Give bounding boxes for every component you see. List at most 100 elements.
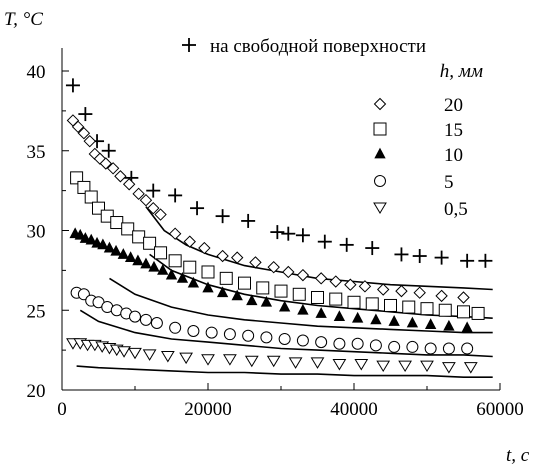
data-point [246, 294, 258, 306]
data-point [83, 134, 96, 148]
data-point [344, 278, 357, 291]
data-point [198, 241, 211, 255]
legend-label: 5 [444, 172, 454, 193]
data-points [65, 78, 493, 374]
data-point [260, 295, 273, 307]
data-point [478, 253, 493, 268]
data-point [249, 256, 262, 269]
data-point [315, 336, 328, 349]
data-point [354, 358, 369, 371]
data-point [99, 157, 113, 170]
data-point [97, 238, 109, 250]
x-tick-label: 20000 [184, 399, 232, 420]
data-point [333, 310, 346, 322]
data-point [74, 228, 86, 240]
data-point [311, 290, 324, 304]
data-point [420, 302, 434, 316]
data-point [139, 193, 153, 207]
data-point [406, 316, 419, 328]
y-tick-label: 20 [27, 381, 46, 402]
data-point [157, 264, 169, 275]
data-point [388, 340, 401, 353]
data-point [282, 265, 295, 279]
data-point [77, 126, 91, 140]
data-point [461, 321, 473, 333]
data-point [394, 247, 409, 262]
data-point [176, 271, 189, 283]
data-point [398, 360, 412, 373]
data-point [358, 280, 372, 293]
legend-item: 5 [374, 172, 454, 193]
data-point [315, 307, 327, 318]
data-point [370, 313, 382, 325]
data-point [317, 234, 332, 249]
data-point [103, 241, 116, 253]
data-point [150, 317, 163, 330]
series-1 [65, 78, 493, 268]
y-tick-label: 30 [27, 222, 46, 243]
y-tick-label: 25 [27, 301, 46, 322]
data-point [365, 241, 380, 256]
legend-label: на свободной поверхности [210, 36, 426, 57]
data-point [424, 342, 437, 355]
data-point [435, 289, 448, 303]
data-point [223, 328, 236, 341]
data-point [201, 265, 215, 279]
data-point [143, 236, 157, 250]
data-point [205, 326, 218, 339]
data-point [471, 306, 485, 320]
data-point [274, 284, 288, 298]
data-point [329, 275, 342, 288]
data-point [376, 360, 391, 373]
data-point [295, 228, 310, 243]
data-point [202, 281, 214, 293]
legend-item: 15 [373, 120, 463, 141]
y-tick-label: 35 [27, 142, 46, 163]
data-point [140, 257, 152, 269]
data-point [215, 209, 230, 224]
data-point [77, 180, 91, 194]
data-point [230, 251, 244, 264]
data-point [117, 346, 131, 358]
legend-label: 20 [444, 95, 463, 116]
data-point [216, 286, 229, 298]
data-point [424, 318, 437, 330]
data-point [78, 107, 93, 122]
data-point [154, 208, 167, 221]
data-point [278, 332, 291, 345]
data-point [339, 237, 354, 252]
data-point [139, 313, 152, 326]
data-point [122, 178, 136, 191]
data-point [187, 276, 200, 288]
data-point [154, 246, 168, 260]
data-point [146, 183, 161, 198]
x-tick-label: 0 [57, 399, 67, 420]
data-point [457, 291, 470, 304]
data-point [310, 357, 325, 369]
series-3 [70, 171, 485, 320]
data-point [461, 342, 474, 355]
data-point [443, 319, 455, 331]
data-point [187, 324, 200, 337]
data-point [442, 362, 456, 374]
legend-item-surface: на свободной поверхности [182, 36, 426, 57]
data-point [347, 295, 361, 309]
data-point [395, 284, 408, 298]
data-point [241, 213, 256, 228]
data-point [223, 354, 237, 366]
data-point [71, 120, 85, 134]
legend-item: 20 [373, 95, 463, 116]
data-point [297, 303, 309, 315]
data-point [242, 329, 255, 342]
model-curve-5 [76, 365, 493, 378]
data-point [463, 362, 478, 374]
data-point [168, 188, 183, 203]
data-point [442, 342, 455, 355]
data-point [128, 347, 142, 360]
data-point [129, 310, 141, 323]
data-point [365, 297, 379, 311]
data-point [201, 354, 215, 366]
data-point [351, 337, 364, 350]
data-point [329, 292, 343, 306]
